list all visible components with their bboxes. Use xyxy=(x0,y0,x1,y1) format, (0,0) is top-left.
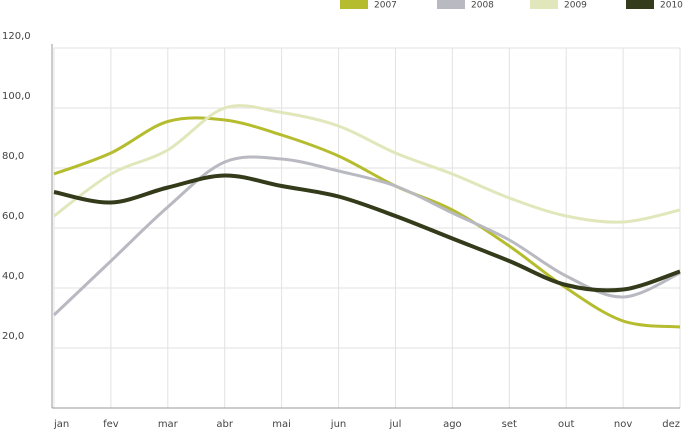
series-line xyxy=(52,155,681,317)
series-line xyxy=(53,104,681,224)
x-tick-label: mar xyxy=(158,419,179,430)
y-tick-label: 60,0 xyxy=(2,211,24,222)
x-tick-label: dez xyxy=(662,419,680,430)
x-tick-label: set xyxy=(502,419,517,430)
x-tick-label: fev xyxy=(103,419,119,430)
y-tick-label: 20,0 xyxy=(2,331,24,342)
x-tick-label: ago xyxy=(443,419,462,430)
x-tick-label: jan xyxy=(53,419,69,430)
x-tick-label: abr xyxy=(216,419,233,430)
x-tick-label: jun xyxy=(330,419,346,430)
series-line xyxy=(53,173,681,293)
x-tick-label: jul xyxy=(389,419,402,430)
legend-swatch xyxy=(530,0,558,9)
y-tick-label: 40,0 xyxy=(2,271,24,282)
legend-swatch xyxy=(626,0,654,9)
legend-label: 2008 xyxy=(471,1,494,11)
series-line xyxy=(53,116,681,329)
legend-label: 2007 xyxy=(374,1,397,11)
y-tick-label: 100,0 xyxy=(2,91,31,102)
x-tick-label: mai xyxy=(272,419,291,430)
y-tick-label: 80,0 xyxy=(2,151,24,162)
x-tick-label: out xyxy=(558,419,574,430)
legend-label: 2009 xyxy=(564,1,587,11)
legend-swatch xyxy=(340,0,368,9)
legend-swatch xyxy=(437,0,465,9)
legend-label: 2010 xyxy=(660,1,683,11)
y-tick-label: 120,0 xyxy=(2,31,31,42)
x-tick-label: nov xyxy=(614,419,632,430)
